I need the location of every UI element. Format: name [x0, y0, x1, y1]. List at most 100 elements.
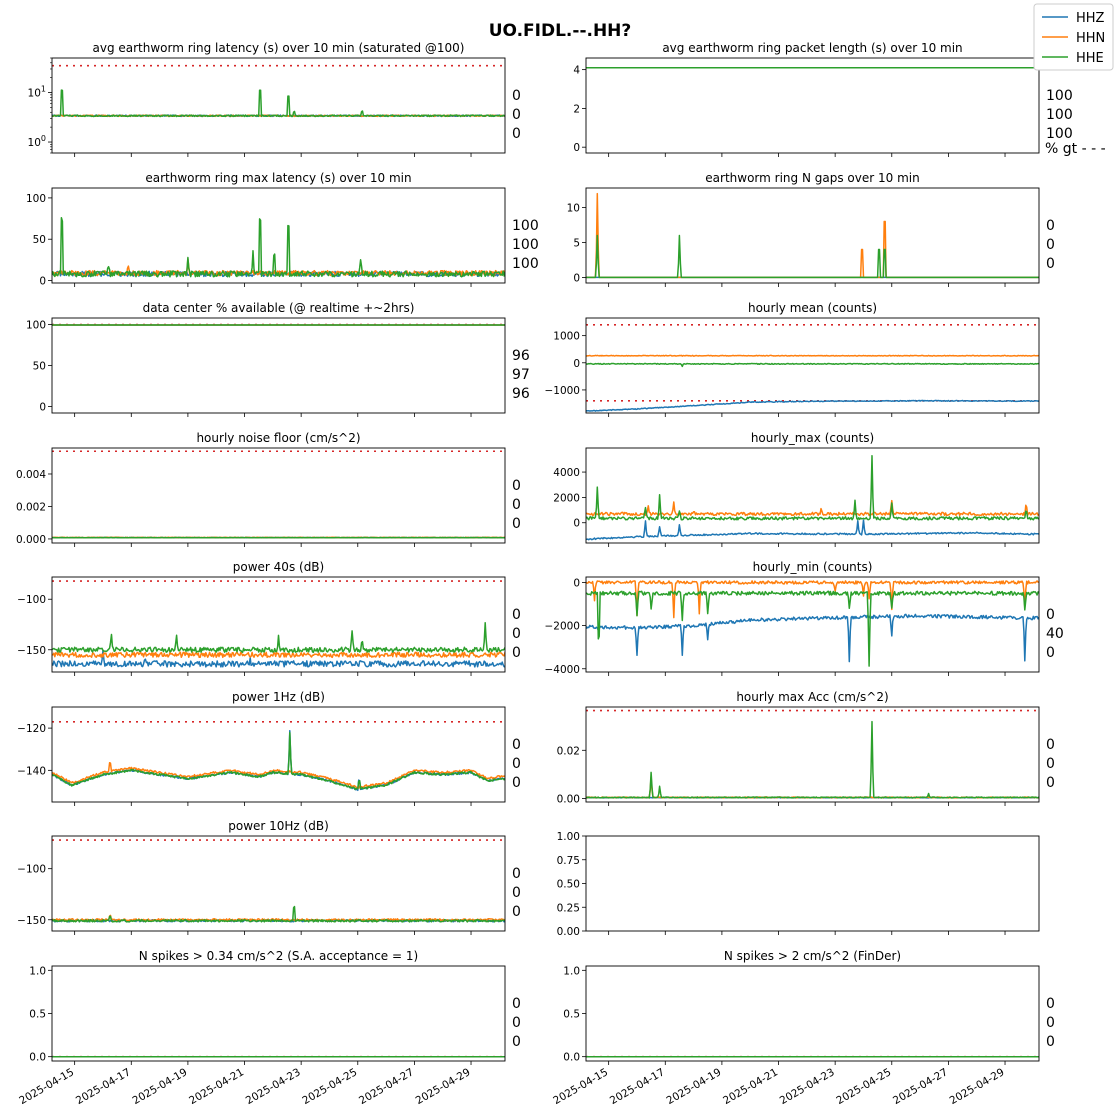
y-tick-label: 0 [39, 276, 46, 288]
panel-title: hourly_max (counts) [751, 431, 874, 445]
stat-HHE: 96 [512, 386, 530, 402]
stat-HHZ: 0 [512, 478, 521, 494]
stat-HHN: 0 [512, 885, 521, 901]
panel-frame [585, 187, 1040, 284]
panel-title: hourly max Acc (cm/s^2) [736, 690, 888, 704]
stat-HHE: 0 [512, 645, 521, 661]
legend: HHZ HHN HHE [1033, 3, 1114, 71]
y-tick-label: 0.25 [557, 902, 580, 914]
y-tick-label: 50 [33, 361, 46, 373]
x-tick-label: 2025-04-23 [244, 1066, 303, 1107]
stat-HHE: 0 [1046, 775, 1055, 791]
stat-HHE: 0 [512, 1034, 521, 1050]
panel-8: hourly_max (counts) 0 2000 4000 [553, 431, 1040, 547]
stat-HHE: 0 [512, 904, 521, 920]
y-tick-label: 5 [573, 237, 580, 249]
y-tick-label: 50 [33, 234, 46, 246]
stat-HHZ: 96 [512, 348, 530, 364]
stat-HHN: 0 [512, 626, 521, 642]
x-tick-label: 2025-04-27 [891, 1066, 950, 1107]
y-tick-label: 1000 [553, 331, 580, 343]
stat-HHE: 0 [512, 516, 521, 532]
stat-HHN: 97 [512, 367, 530, 383]
y-tick-label: −150 [17, 915, 46, 927]
stat-HHN: 0 [512, 107, 521, 123]
y-tick-label: 0.000 [16, 534, 46, 546]
y-tick-label: 0.00 [557, 926, 580, 938]
y-tick-label: 1.0 [29, 965, 46, 977]
y-tick-label: 0 [573, 518, 580, 530]
panel-title: hourly_min (counts) [753, 560, 873, 574]
panel-frame [51, 447, 506, 544]
y-tick-label: 0 [573, 358, 580, 370]
panel-title: avg earthworm ring latency (s) over 10 m… [93, 41, 465, 55]
stat-HHE: 100 [1046, 126, 1073, 142]
y-tick-label: 2 [573, 103, 580, 115]
x-tick-label: 2025-04-21 [187, 1066, 246, 1107]
x-tick-label: 2025-04-15 [17, 1066, 76, 1107]
stat-HHN: 0 [1046, 237, 1055, 253]
y-tick-label: 0.0 [563, 1052, 580, 1064]
series-line-HHZ [586, 399, 1039, 412]
y-tick-label: 4 [573, 65, 580, 77]
series-line-HHE [586, 454, 1039, 521]
series-line-HHE [52, 621, 505, 654]
legend-box [1033, 3, 1114, 71]
x-tick-label: 2025-04-21 [721, 1066, 780, 1107]
y-tick-label: −120 [17, 723, 46, 735]
stat-HHZ: 0 [512, 607, 521, 623]
panel-4: earthworm ring N gaps over 10 min 0 5 10 0 0 0 [567, 171, 1055, 287]
legend-label-HHE: HHE [1076, 51, 1104, 66]
x-tick-label: 2025-04-27 [357, 1066, 416, 1107]
x-tick-label: 2025-04-19 [131, 1066, 190, 1107]
y-tick-label: −2000 [544, 621, 580, 633]
stat-HHZ: 0 [512, 88, 521, 104]
x-tick-label: 2025-04-25 [300, 1066, 359, 1107]
stat-HHN: 0 [1046, 756, 1055, 772]
series-line-HHN [586, 580, 1039, 619]
y-tick-label: 10 [567, 203, 580, 215]
y-tick-label: 0 [573, 577, 580, 589]
panel-frame [585, 706, 1040, 803]
figure-title: UO.FIDL.--.HH? [489, 21, 632, 41]
series-line-HHN [586, 354, 1039, 357]
panel-3: earthworm ring max latency (s) over 10 m… [26, 171, 539, 288]
y-tick-label: −140 [17, 765, 46, 777]
panel-10: hourly_min (counts) −4000 −2000 0 0 40 0 [544, 560, 1064, 676]
stat-HHN: 40 [1046, 626, 1064, 642]
y-tick-label: 0.0 [29, 1052, 46, 1064]
panel-title: power 1Hz (dB) [232, 690, 325, 704]
panel-11: power 1Hz (dB) −140 −120 0 0 0 [17, 690, 521, 806]
y-tick-label: 0.5 [29, 1009, 46, 1021]
y-tick-label: 0.002 [16, 501, 46, 513]
y-tick-label: 2000 [553, 492, 580, 504]
stat-HHZ: 100 [512, 218, 539, 234]
y-tick-label: 0.75 [557, 855, 580, 867]
panel-frame [585, 317, 1040, 414]
stat-HHN: 0 [512, 756, 521, 772]
y-tick-label: −1000 [544, 385, 580, 397]
panel-16: N spikes > 2 cm/s^2 (FinDer) 0.0 0.5 1.0 202… [551, 949, 1055, 1107]
panel-15: N spikes > 0.34 cm/s^2 (S.A. acceptance … [17, 949, 521, 1107]
panel-title: hourly mean (counts) [748, 301, 877, 315]
stat-HHN: 0 [512, 1015, 521, 1031]
stat-HHZ: 0 [512, 866, 521, 882]
y-tick-label: 100 [26, 193, 46, 205]
y-tick-label: 4000 [553, 467, 580, 479]
series-line-HHN [586, 192, 1039, 279]
panel-13: power 10Hz (dB) −150 −100 0 0 0 [17, 819, 521, 935]
panel-title: N spikes > 2 cm/s^2 (FinDer) [724, 949, 901, 963]
panel-frame [585, 576, 1040, 673]
series-line-HHN [52, 761, 505, 789]
y-tick-label: 0.50 [557, 879, 580, 891]
panel-frame [585, 835, 1040, 932]
panel-12: hourly max Acc (cm/s^2) 0.00 0.02 0 0 0 [557, 690, 1055, 806]
series-line-HHE [52, 89, 505, 118]
panel-title: avg earthworm ring packet length (s) ove… [662, 41, 962, 55]
y-tick-label: 1.0 [563, 965, 580, 977]
series-line-HHZ [52, 649, 505, 668]
stat-HHZ: 0 [512, 737, 521, 753]
panel-7: hourly noise floor (cm/s^2) 0.000 0.002 0.0… [16, 431, 521, 547]
series-line-HHE [52, 905, 505, 923]
y-tick-label: −100 [17, 594, 46, 606]
